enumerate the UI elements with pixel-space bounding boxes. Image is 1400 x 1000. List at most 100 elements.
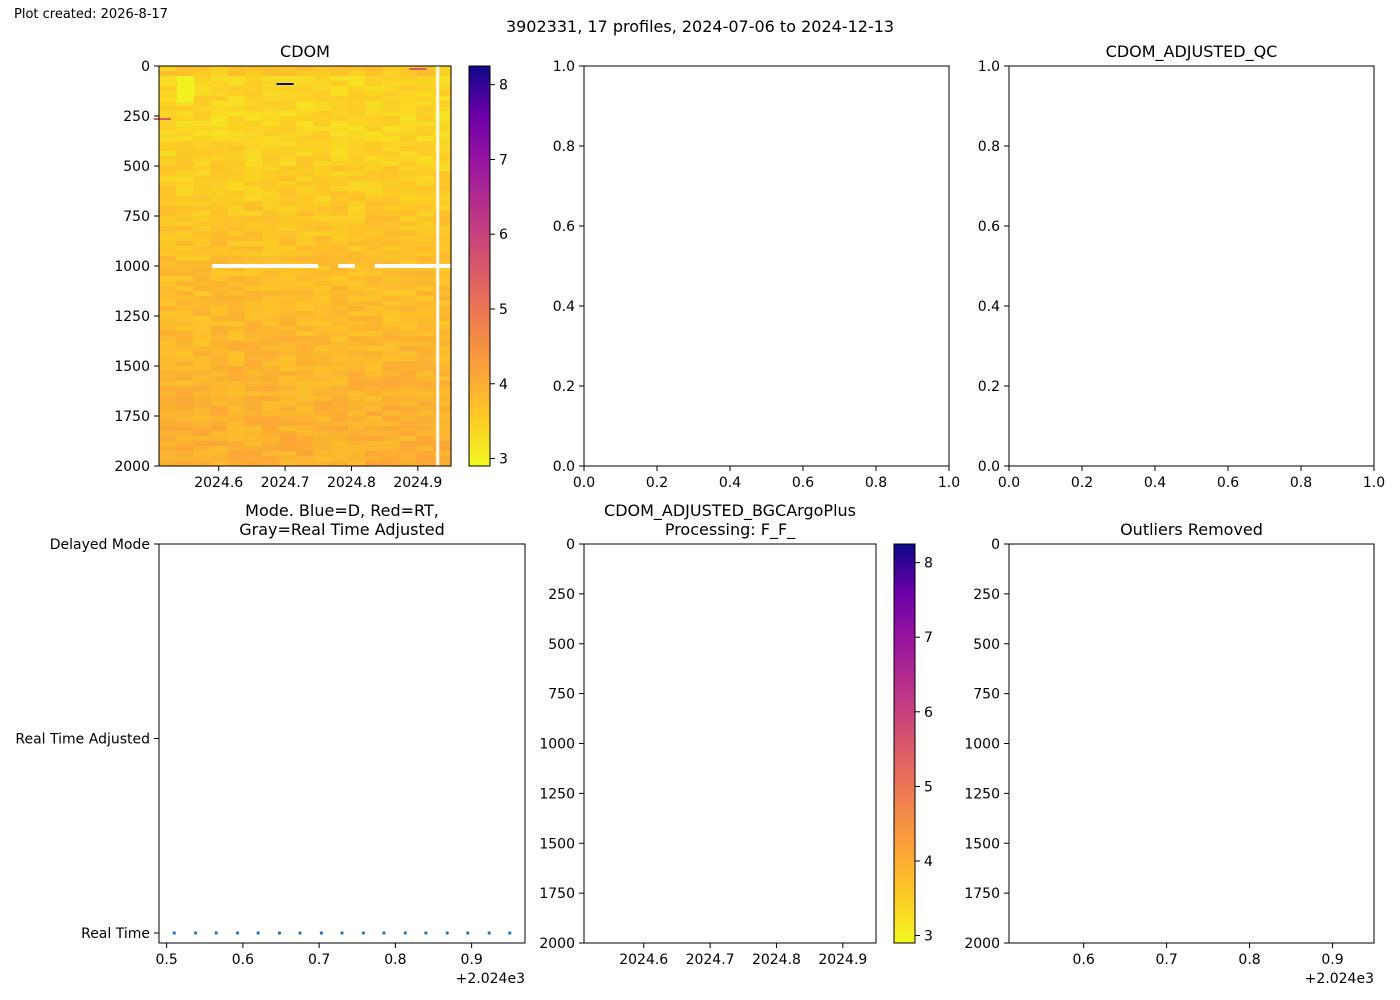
cdom-heatmap-cell [399,111,418,117]
cdom-heatmap-cell [296,261,315,267]
cdom-heatmap-cell [210,386,229,392]
cdom-heatmap-cell [262,341,280,347]
cdom-heatmap-cell [244,81,263,87]
cdom-heatmap-cell [382,171,401,177]
cdom-heatmap-cell [159,166,177,172]
cdom-heatmap-cell [382,136,401,142]
cdom-heatmap-cell [399,141,418,147]
cdom-ytick-label: 2000 [114,459,150,475]
cdom-heatmap-cell [262,371,280,377]
cdom-heatmap-cell [279,381,298,387]
cdom-heatmap-cell [296,86,315,92]
cdom-adjusted-ytick-label: 0.2 [553,379,575,395]
cdom-heatmap-cell [313,331,332,337]
cdom-heatmap-cell [279,216,298,222]
cdom-colorbar-tick-label: 4 [499,377,508,393]
cdom-heatmap-cell [159,231,177,237]
cdom-heatmap-cell [159,376,177,382]
cdom-heatmap-cell [193,96,212,102]
cdom-heatmap-cell [210,256,229,262]
cdom-heatmap-cell [159,131,177,137]
cdom-heatmap-cell [159,326,177,332]
cdom-heatmap-cell [399,166,418,172]
mode-xtick-label: 0.8 [384,952,406,968]
cdom-heatmap-cell [227,246,246,252]
cdom-heatmap-cell [365,241,383,247]
cdom-heatmap-cell [330,121,349,127]
cdom-heatmap-cell [365,106,383,112]
cdom-heatmap-cell [347,461,366,467]
cdom-heatmap-cell [416,86,435,92]
cdom-heatmap-cell [382,316,401,322]
cdom-heatmap-cell [399,76,418,82]
cdom-heatmap-cell [279,286,298,292]
cdom-heatmap-cell [365,86,383,92]
cdom-heatmap-cell [176,206,194,212]
cdom-heatmap-cell [227,281,246,287]
cdom-heatmap-cell [313,391,332,397]
cdom-heatmap-cell [227,286,246,292]
cdom-heatmap-cell [227,151,246,157]
cdom-heatmap-cell [262,311,280,317]
outliers-offset-label: +2.024e3 [1305,971,1374,987]
cdom-heatmap-cell [347,191,366,197]
cdom-heatmap-cell [279,301,298,307]
cdom-heatmap-cell [193,416,212,422]
cdom-heatmap-cell [330,151,349,157]
cdom-heatmap-cell [193,131,212,137]
cdom-heatmap-cell [399,281,418,287]
cdom-heatmap-cell [279,106,298,112]
cdom-heatmap-cell [399,136,418,142]
cdom-heatmap-cell [382,191,401,197]
cdom-heatmap-cell [279,421,298,427]
cdom-heatmap-cell [296,246,315,252]
cdom-heatmap-cell [313,251,332,257]
cdom-heatmap-cell [159,206,177,212]
cdom-heatmap-cell [159,156,177,162]
cdom-heatmap-cell [416,351,435,357]
cdom-heatmap-cell [244,341,263,347]
cdom-heatmap-cell [159,86,177,92]
cdom-heatmap-cell [382,146,401,152]
cdom-heatmap-cell [262,186,280,192]
cdom-heatmap-cell [399,396,418,402]
cdom-heatmap-cell [382,176,401,182]
bgcargoplus-colorbar-tick-label: 6 [924,705,933,721]
cdom-heatmap-cell [244,426,263,432]
cdom-heatmap-cell [433,276,452,282]
cdom-heatmap-cell [399,251,418,257]
cdom-heatmap-cell [176,366,194,372]
cdom-heatmap-cell [399,171,418,177]
cdom-heatmap-cell [313,416,332,422]
cdom-heatmap-cell [262,201,280,207]
cdom-heatmap-cell [365,326,383,332]
bgcargoplus-ytick-label: 1750 [539,886,575,902]
cdom-heatmap-cell [382,296,401,302]
cdom-heatmap-cell [382,391,401,397]
cdom-heatmap-cell [296,371,315,377]
cdom-heatmap-cell [416,306,435,312]
mode-point [319,931,324,935]
cdom-heatmap-cell [296,226,315,232]
cdom-panel: CDOM 2024.6 2024.7 2024.8 2024.9 0 250 500 750 10… [114,42,508,491]
outliers-ytick-label: 1750 [964,886,1000,902]
cdom-heatmap-cell [433,106,452,112]
cdom-heatmap-cell [416,361,435,367]
cdom-heatmap-cell [313,431,332,437]
cdom-heatmap-cell [227,186,246,192]
cdom-heatmap-cell [399,246,418,252]
cdom-heatmap-cell [313,326,332,332]
cdom-heatmap-cell [227,161,246,167]
cdom-heatmap-cell [176,311,194,317]
cdom-heatmap-cell [365,126,383,132]
cdom-heatmap-cell [210,196,229,202]
cdom-heatmap-cell [382,71,401,77]
cdom-heatmap-cell [330,301,349,307]
cdom-heatmap-cell [330,261,349,267]
cdom-adjusted-qc-frame [1008,65,1375,467]
cdom-heatmap-cell [210,161,229,167]
cdom-heatmap-cell [382,151,401,157]
bgcargoplus-xtick-label: 2024.8 [752,952,801,968]
cdom-heatmap-cell [347,426,366,432]
cdom-heatmap-cell [279,426,298,432]
